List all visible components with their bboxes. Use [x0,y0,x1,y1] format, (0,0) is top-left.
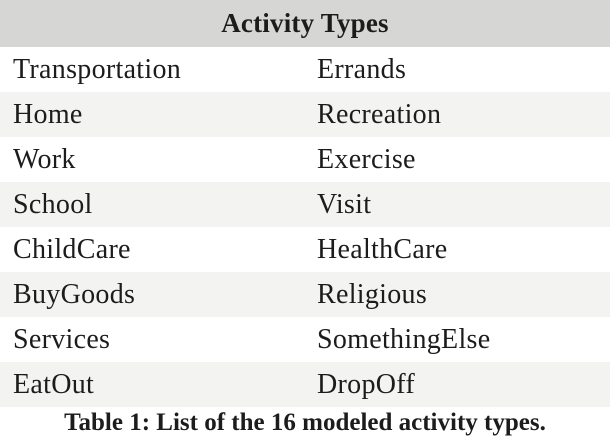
table-cell: Visit [317,188,372,220]
table-row: Services SomethingElse [0,317,610,362]
table-cell: SomethingElse [317,323,491,355]
table-row: ChildCare HealthCare [0,227,610,272]
table-cell: Home [13,98,83,130]
table-cell: EatOut [13,368,95,400]
table-cell: Exercise [317,143,416,175]
table-row: Work Exercise [0,137,610,182]
table-cell: Work [13,143,76,175]
table-cell: HealthCare [317,233,448,265]
table-row: Transportation Errands [0,47,610,92]
table-cell: Errands [317,53,407,85]
table-row: BuyGoods Religious [0,272,610,317]
table-cell: ChildCare [13,233,131,265]
table-row: Home Recreation [0,92,610,137]
table-title: Activity Types [221,8,389,38]
table-cell: BuyGoods [13,278,136,310]
table-cell: Services [13,323,111,355]
table-cell: Transportation [13,53,182,85]
table-cell: DropOff [317,368,416,400]
table-header: Activity Types [0,0,610,47]
table-cell: School [13,188,93,220]
table-row: EatOut DropOff [0,362,610,407]
table-cell: Recreation [317,98,442,130]
table-caption: Table 1: List of the 16 modeled activity… [64,409,546,436]
table-cell: Religious [317,278,428,310]
table-row: School Visit [0,182,610,227]
